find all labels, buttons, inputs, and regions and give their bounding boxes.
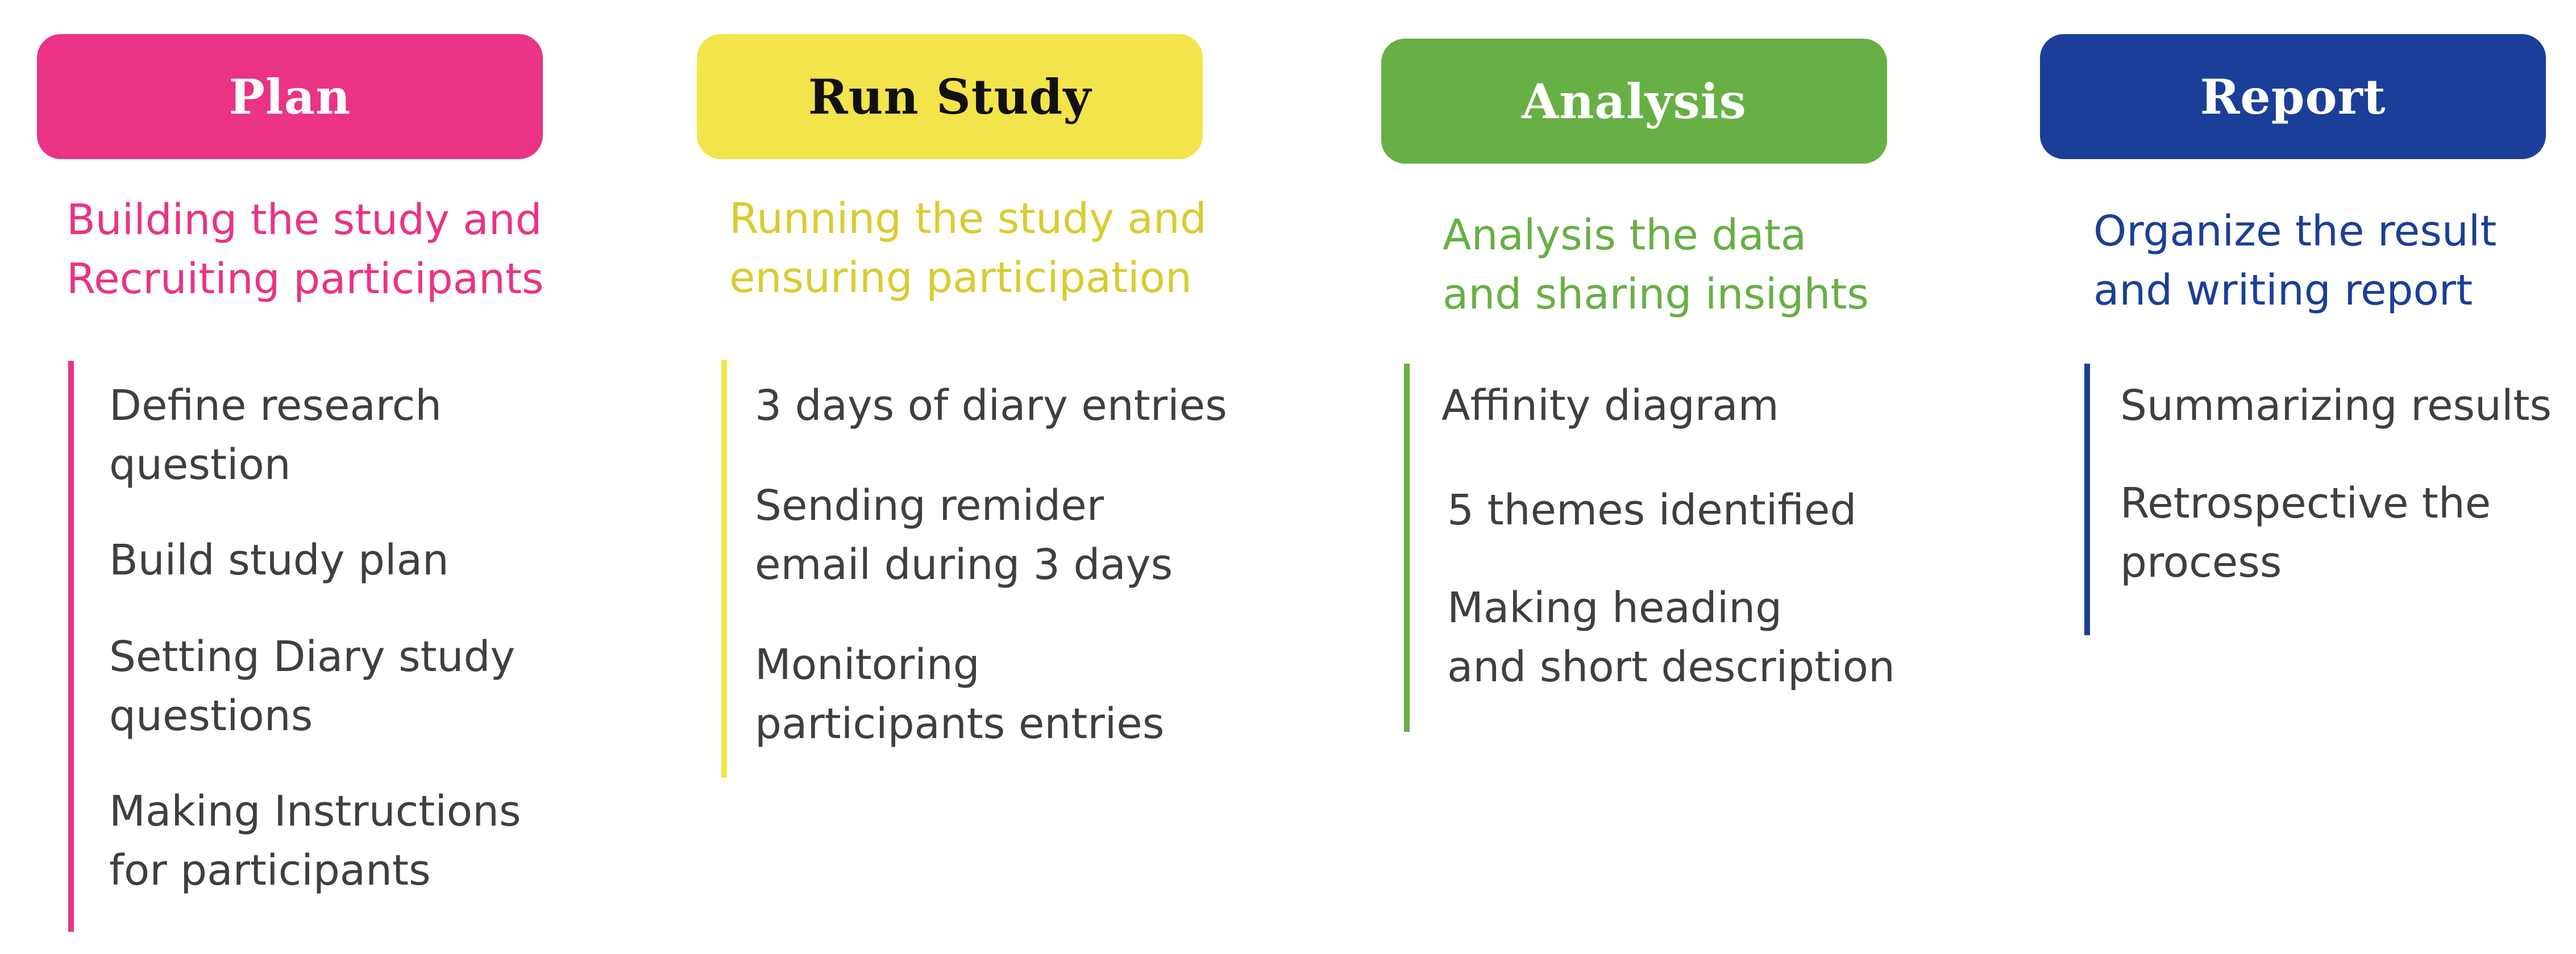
list-item-line: process xyxy=(2120,538,2282,587)
stage-subtitle-line: and writing report xyxy=(2093,266,2473,315)
list-item-line: and short description xyxy=(1447,643,1895,691)
list-item-line: Monitoring xyxy=(755,640,980,689)
list-item-line: Define research xyxy=(109,381,442,430)
list-item: Making Instructions for participants xyxy=(109,782,521,900)
list-item-line: Making Instructions xyxy=(109,787,521,836)
list-item: Define research question xyxy=(109,376,442,494)
stage-subtitle: Organize the result and writing report xyxy=(2093,202,2576,320)
stage-title-pill: Plan xyxy=(37,34,543,159)
stage-subtitle-line: Recruiting participants xyxy=(67,255,544,303)
list-item: Sending remider email during 3 days xyxy=(755,476,1173,594)
stage-accent-bar xyxy=(721,360,727,778)
stage-subtitle-line: ensuring participation xyxy=(729,253,1192,302)
list-item-line: for participants xyxy=(109,846,431,895)
stage-subtitle-line: Running the study and xyxy=(729,194,1207,243)
list-item: Affinity diagram xyxy=(1441,376,1779,435)
list-item-line: Sending remider xyxy=(755,481,1104,530)
list-item-line: Summarizing results xyxy=(2120,381,2552,430)
list-item-line: email during 3 days xyxy=(755,540,1173,589)
stage-subtitle: Building the study and Recruiting partic… xyxy=(67,190,635,309)
stage-title-pill: Run Study xyxy=(697,34,1203,159)
stage-subtitle-line: Building the study and xyxy=(67,195,542,244)
list-item-line: 3 days of diary entries xyxy=(755,381,1227,430)
stage-title-pill: Report xyxy=(2040,34,2546,159)
list-item-line: Retrospective the xyxy=(2120,479,2491,528)
list-item-line: 5 themes identified xyxy=(1447,486,1857,535)
list-item-line: question xyxy=(109,440,291,489)
list-item: 5 themes identified xyxy=(1447,481,1856,540)
list-item: Summarizing results xyxy=(2120,376,2552,435)
list-item: Setting Diary study questions xyxy=(109,627,515,745)
list-item: Build study plan xyxy=(109,531,449,590)
stage-subtitle: Analysis the data and sharing insights xyxy=(1443,206,2011,324)
list-item: Monitoring participants entries xyxy=(755,635,1164,753)
list-item-line: participants entries xyxy=(755,699,1165,748)
stage-subtitle: Running the study and ensuring participa… xyxy=(729,189,1298,307)
list-item-line: Build study plan xyxy=(109,536,449,585)
list-item-line: Making heading xyxy=(1447,584,1783,632)
stage-accent-bar xyxy=(1404,364,1410,732)
stage-subtitle-line: and sharing insights xyxy=(1443,270,1869,319)
list-item-line: Affinity diagram xyxy=(1441,381,1779,430)
stage-accent-bar xyxy=(2084,364,2090,635)
stage-title-pill: Analysis xyxy=(1381,39,1887,164)
stage-subtitle-line: Organize the result xyxy=(2093,207,2497,256)
list-item-line: questions xyxy=(109,691,313,740)
list-item: 3 days of diary entries xyxy=(755,376,1227,435)
list-item: Making heading and short description xyxy=(1447,578,1895,697)
stage-accent-bar xyxy=(68,361,74,932)
list-item: Retrospective the process xyxy=(2120,474,2491,592)
list-item-line: Setting Diary study xyxy=(109,632,516,681)
stage-subtitle-line: Analysis the data xyxy=(1443,211,1807,260)
